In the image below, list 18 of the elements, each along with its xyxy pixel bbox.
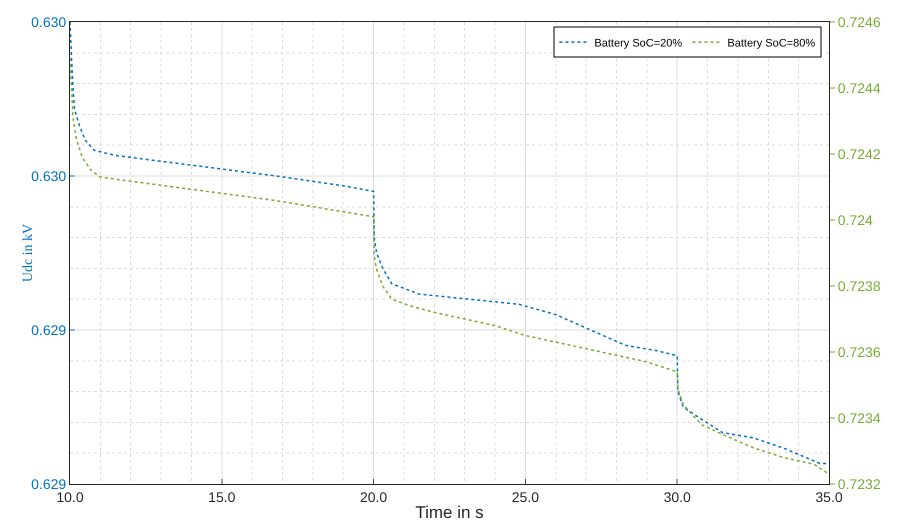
x-tick-label: 15.0 xyxy=(208,488,236,505)
y2-tick-label: 0.7244 xyxy=(838,80,881,96)
y2-tick-label: 0.724 xyxy=(838,212,874,228)
y-tick-label: 0.630 xyxy=(31,14,66,30)
y2-tick-label: 0.7238 xyxy=(838,278,881,294)
y2-tick-label: 0.7236 xyxy=(838,344,881,360)
legend-label: Battery SoC=80% xyxy=(727,37,816,50)
x-axis-title: Time in s xyxy=(415,503,484,522)
y2-tick-label: 0.7246 xyxy=(838,14,881,30)
legend-label: Battery SoC=20% xyxy=(594,37,682,50)
y-tick-label: 0.630 xyxy=(31,168,66,184)
x-tick-label: 25.0 xyxy=(512,488,540,505)
x-tick-label: 20.0 xyxy=(360,488,388,505)
y2-tick-label: 0.7234 xyxy=(838,410,881,426)
y-axis-title: Udc in kV xyxy=(21,224,36,282)
y2-tick-label: 0.7242 xyxy=(838,146,881,162)
y-tick-label: 0.629 xyxy=(31,322,66,338)
x-tick-label: 30.0 xyxy=(664,488,692,505)
